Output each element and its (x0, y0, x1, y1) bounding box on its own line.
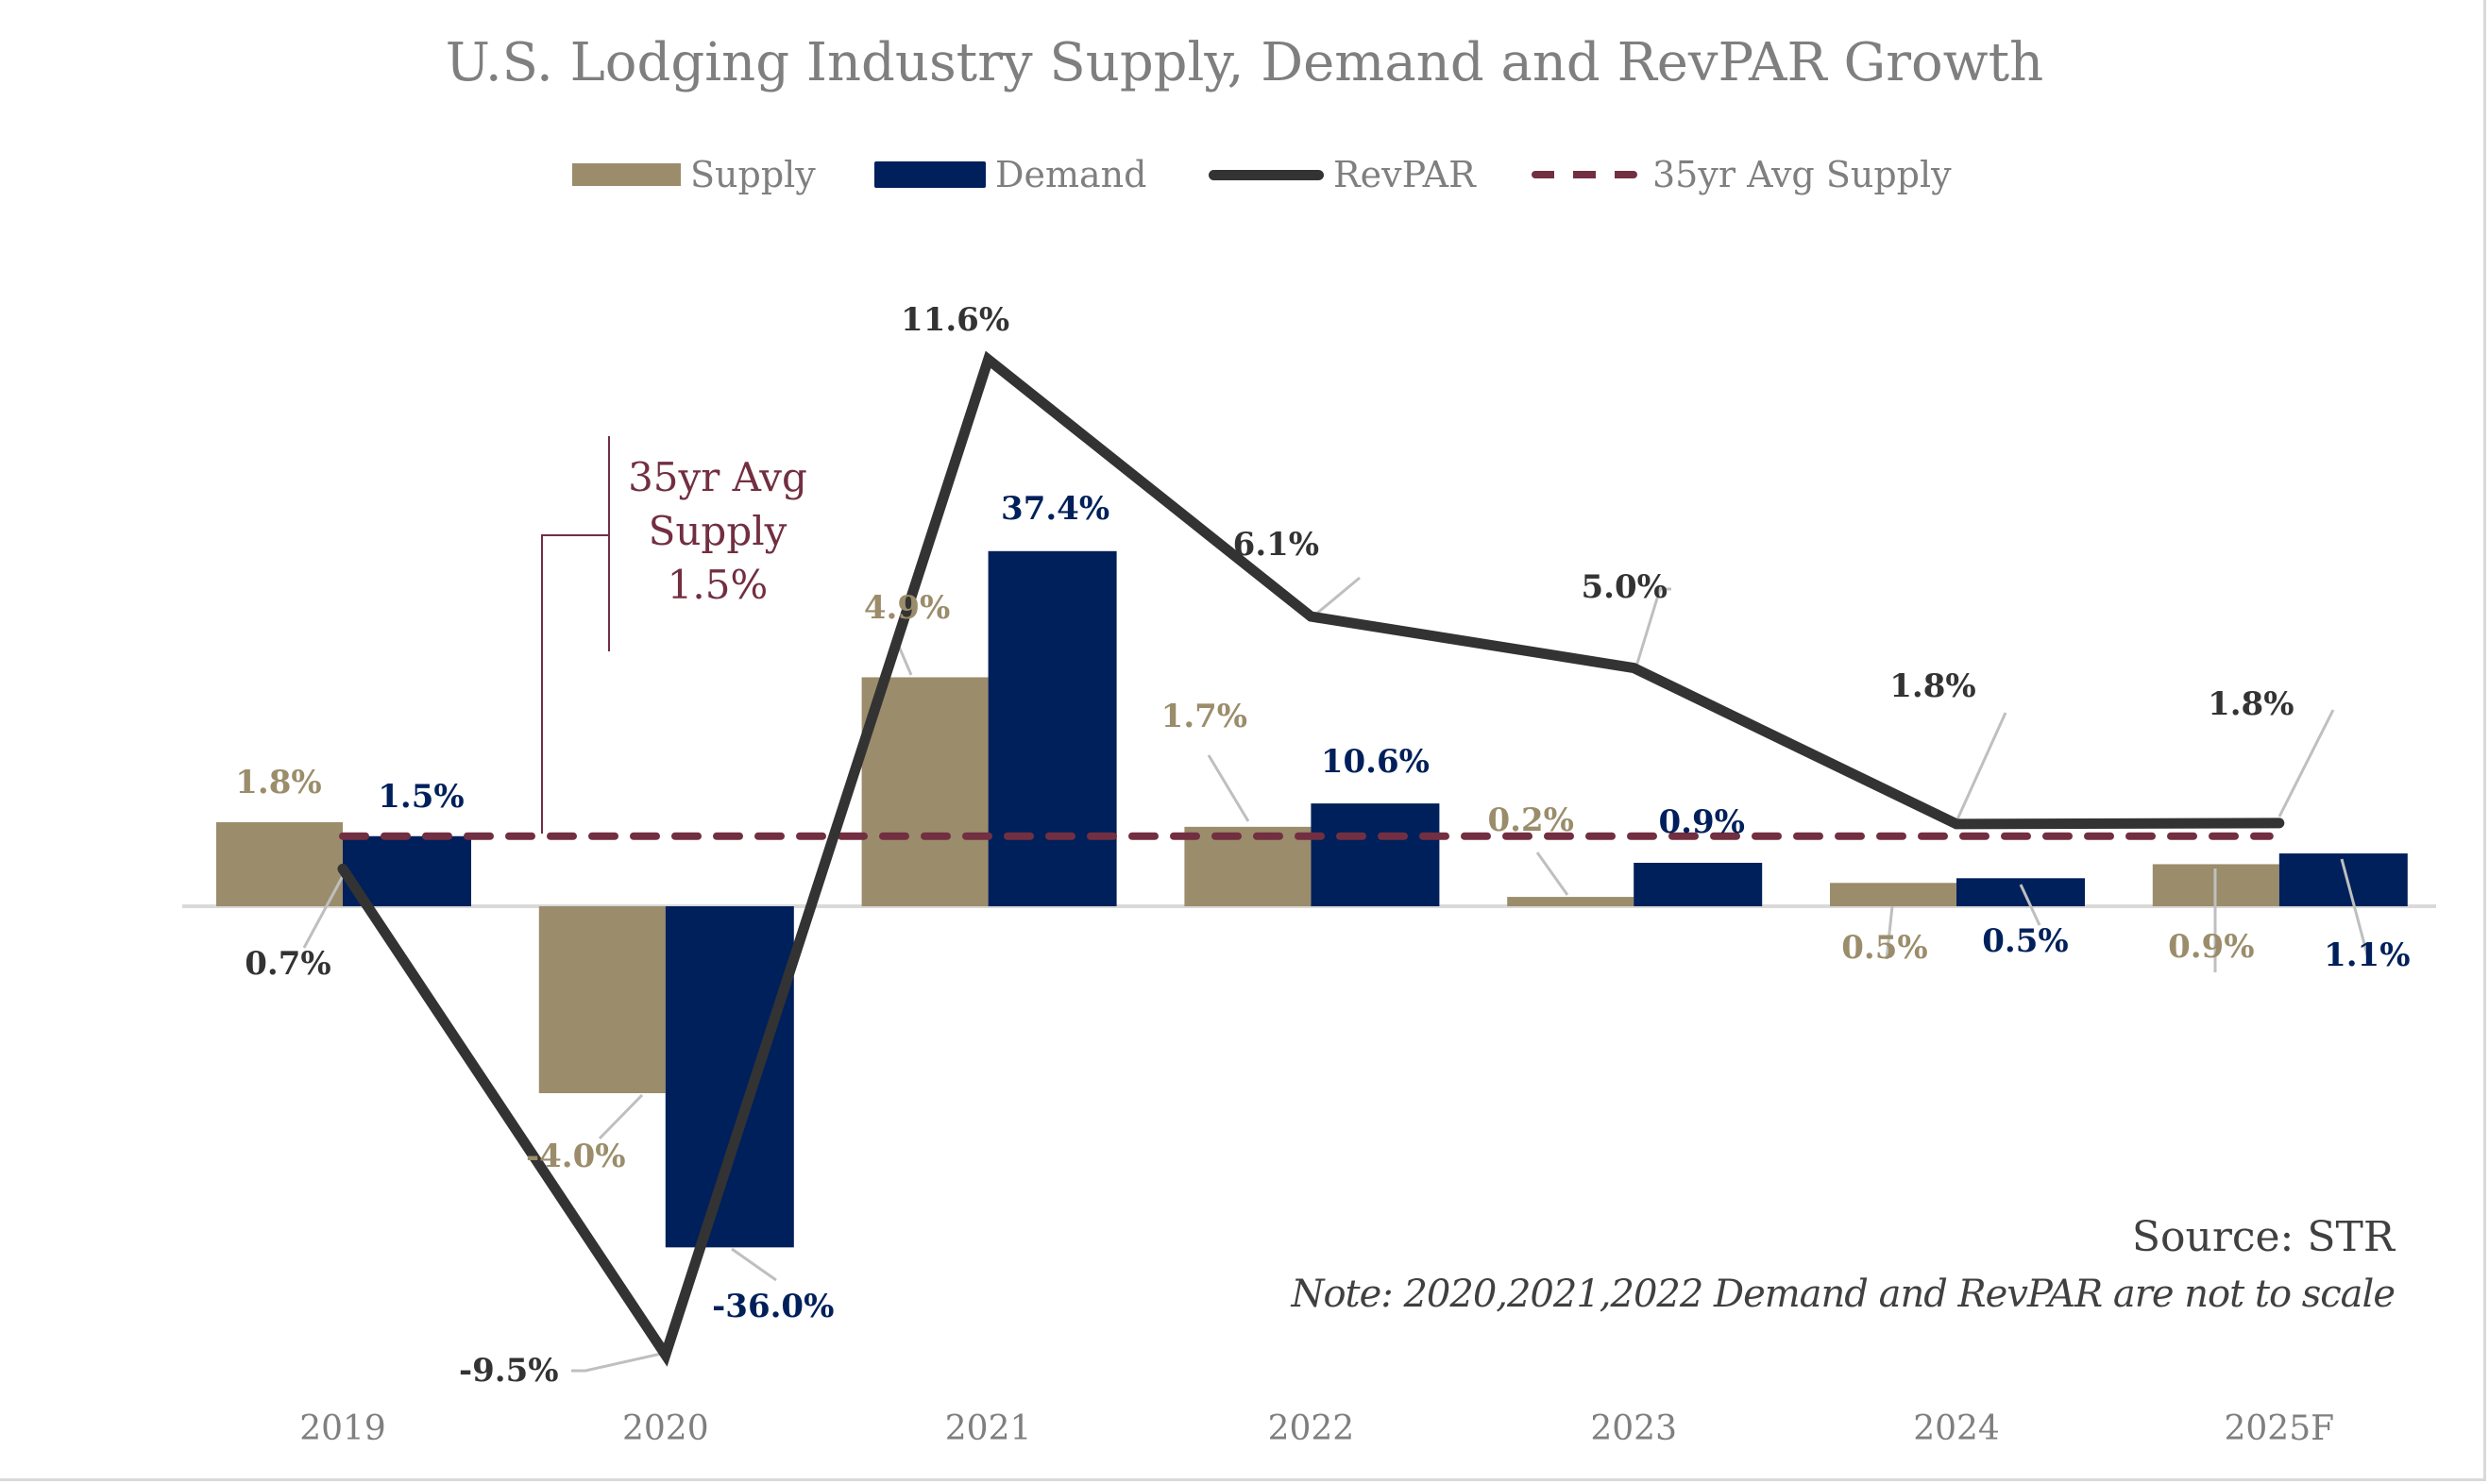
data-label-demand-2025f: 1.1% (2324, 936, 2410, 974)
annotation-text-line-3: 1.5% (668, 562, 769, 608)
legend-swatch-avg-supply (1532, 171, 1637, 178)
data-label-revpar-2023: 5.0% (1581, 568, 1667, 606)
leader-line-revpar-2025f (2277, 709, 2335, 818)
legend-item-supply: Supply (572, 151, 816, 198)
bar-supply-2020 (538, 906, 666, 1093)
leader-line-supply-2022 (1207, 754, 1250, 822)
legend-item-avg-supply: 35yr Avg Supply (1532, 151, 1952, 198)
data-label-supply-2024: 0.5% (1841, 929, 1927, 967)
data-label-supply-2019: 1.8% (235, 764, 321, 801)
legend-item-revpar: RevPAR (1209, 151, 1476, 198)
data-label-revpar-2025f: 1.8% (2208, 685, 2294, 723)
data-label-supply-2021: 4.9% (864, 589, 950, 627)
data-label-demand-2024: 0.5% (1982, 922, 2068, 960)
leader-line-revpar-2024 (1956, 712, 2007, 820)
annotation-leader-line (541, 534, 609, 834)
x-tick-label-2021: 2021 (945, 1409, 1032, 1448)
bar-demand-2021 (988, 550, 1117, 906)
data-label-demand-2020: -36.0% (712, 1288, 834, 1325)
bar-demand-2023 (1634, 862, 1763, 906)
leader-line-demand-2020 (731, 1247, 777, 1282)
leader-line-revpar-2022 (1313, 576, 1361, 617)
annotation-text-line-2: Supply (649, 508, 787, 554)
bar-supply-2021 (861, 677, 989, 906)
data-label-revpar-2019: 0.7% (245, 945, 330, 983)
x-tick-label-2023: 2023 (1590, 1409, 1677, 1448)
legend-label-supply: Supply (690, 154, 816, 195)
data-label-supply-2025f: 0.9% (2168, 928, 2254, 966)
legend: Supply Demand RevPAR 35yr Avg Supply (0, 151, 2489, 198)
data-label-demand-2019: 1.5% (378, 778, 464, 816)
leader-line-supply-2024 (1885, 905, 1894, 960)
legend-label-demand: Demand (995, 154, 1147, 195)
chart-title: U.S. Lodging Industry Supply, Demand and… (445, 32, 2044, 93)
data-label-revpar-2022: 6.1% (1233, 526, 1319, 564)
bar-demand-2024 (1956, 878, 2085, 906)
data-label-supply-2022: 1.7% (1161, 698, 1247, 735)
source-note: Source: STR (2131, 1213, 2395, 1261)
bar-supply-2022 (1184, 826, 1312, 906)
legend-swatch-supply (572, 163, 681, 186)
scale-footnote: Note: 2020,2021,2022 Demand and RevPAR a… (1291, 1273, 2396, 1316)
legend-item-demand: Demand (874, 151, 1146, 198)
bar-supply-2019 (216, 821, 343, 906)
data-label-supply-2020: -4.0% (526, 1138, 626, 1175)
data-label-revpar-2024: 1.8% (1889, 667, 1975, 705)
data-label-revpar-2020: -9.5% (459, 1352, 559, 1390)
bar-supply-2024 (1830, 883, 1956, 906)
data-label-demand-2021: 37.4% (1001, 490, 1109, 528)
x-tick-label-2025f: 2025F (2224, 1409, 2334, 1448)
x-tick-label-2020: 2020 (622, 1409, 709, 1448)
leader-line-revpar-2020 (571, 1352, 662, 1373)
legend-label-revpar: RevPAR (1333, 154, 1476, 195)
annotation-text-line-1: 35yr Avg (628, 454, 807, 500)
data-label-demand-2022: 10.6% (1321, 743, 1430, 781)
leader-line-demand-2024 (2019, 884, 2041, 926)
data-label-supply-2023: 0.2% (1487, 801, 1573, 839)
bar-demand-2020 (665, 906, 794, 1248)
leader-line-revpar-2019 (302, 875, 345, 949)
legend-label-avg-supply: 35yr Avg Supply (1652, 154, 1952, 195)
leader-line-revpar-2023 (1634, 587, 1671, 667)
bar-supply-2023 (1507, 897, 1634, 906)
legend-swatch-revpar (1209, 169, 1324, 180)
bar-demand-2022 (1311, 803, 1440, 906)
legend-swatch-demand (874, 161, 986, 188)
data-label-demand-2023: 0.9% (1658, 803, 1744, 841)
x-tick-label-2024: 2024 (1913, 1409, 2000, 1448)
leader-line-supply-2023 (1535, 852, 1569, 896)
x-tick-label-2019: 2019 (299, 1409, 386, 1448)
leader-line-demand-2025f (2340, 858, 2370, 959)
data-label-revpar-2021: 11.6% (901, 301, 1009, 339)
leader-line-supply-2020 (598, 1093, 644, 1140)
x-tick-label-2022: 2022 (1268, 1409, 1355, 1448)
